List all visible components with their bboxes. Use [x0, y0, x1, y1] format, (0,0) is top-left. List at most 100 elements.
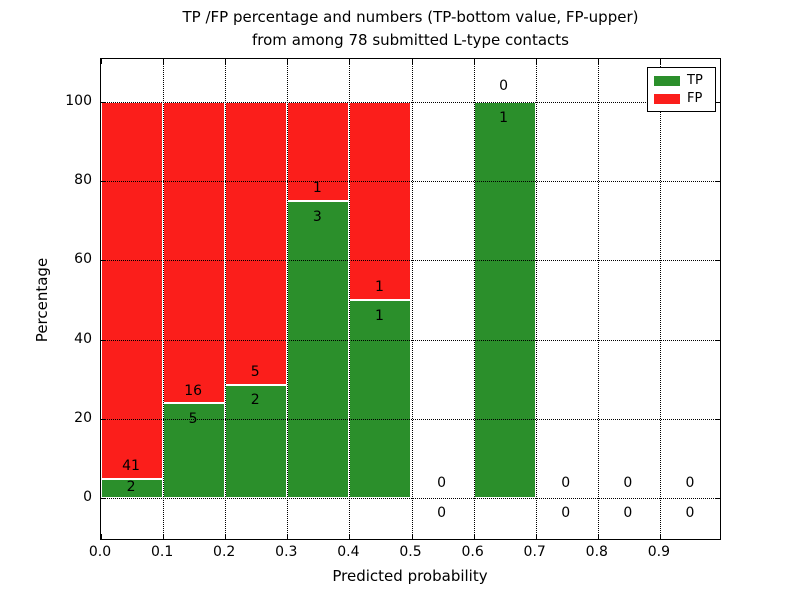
vertical-gridline — [597, 59, 599, 539]
y-tick-mark — [101, 260, 106, 262]
vertical-gridline — [411, 59, 413, 539]
tp-count-label: 3 — [312, 208, 322, 225]
y-tick-mark — [101, 497, 106, 499]
y-tick-label: 100 — [65, 93, 92, 110]
y-tick-mark — [101, 418, 106, 420]
y-tick-mark — [715, 497, 720, 499]
y-tick-label: 80 — [74, 172, 92, 189]
x-tick-mark — [535, 59, 537, 64]
x-tick-mark — [473, 534, 475, 539]
vertical-gridline — [349, 59, 351, 539]
tp-bar-segment — [473, 102, 536, 498]
fp-bar-segment — [349, 102, 412, 300]
fp-legend-swatch — [654, 93, 680, 104]
x-tick-mark — [659, 59, 661, 64]
x-tick-mark — [287, 534, 289, 539]
tp-legend-swatch — [654, 75, 680, 86]
tp-count-label: 2 — [250, 392, 260, 409]
vertical-gridline — [287, 59, 289, 539]
chart-title-line1: TP /FP percentage and numbers (TP-bottom… — [182, 8, 639, 26]
tp-count-label: 0 — [561, 505, 571, 522]
y-tick-label: 20 — [74, 409, 92, 426]
y-tick-label: 0 — [83, 488, 92, 505]
tp-count-label: 0 — [623, 505, 633, 522]
x-axis-label: Predicted probability — [332, 567, 488, 585]
tp-bar-segment — [287, 201, 350, 498]
vertical-gridline — [163, 59, 165, 539]
tp-bar-segment — [101, 479, 164, 498]
horizontal-gridline — [101, 339, 720, 341]
x-tick-label: 0.3 — [275, 544, 298, 560]
horizontal-gridline — [101, 260, 720, 262]
vertical-gridline — [225, 59, 227, 539]
x-tick-mark — [287, 59, 289, 64]
fp-count-label: 16 — [184, 382, 203, 399]
horizontal-gridline — [101, 497, 720, 499]
y-tick-mark — [715, 418, 720, 420]
fp-bar-segment — [101, 102, 164, 480]
x-tick-mark — [101, 59, 102, 64]
fp-count-label: 5 — [250, 363, 260, 380]
x-tick-mark — [597, 59, 599, 64]
y-tick-label: 40 — [74, 330, 92, 347]
x-tick-mark — [659, 534, 661, 539]
y-tick-mark — [101, 339, 106, 341]
x-tick-mark — [225, 59, 227, 64]
legend-row-tp: TP — [648, 74, 715, 87]
x-tick-label: 0.8 — [585, 544, 608, 560]
fp-count-label: 0 — [561, 475, 571, 492]
y-tick-label: 60 — [74, 251, 92, 268]
fp-count-label: 0 — [685, 475, 695, 492]
tp-count-label: 1 — [374, 307, 384, 324]
tp-count-label: 0 — [437, 505, 447, 522]
x-tick-mark — [101, 534, 102, 539]
chart-title-line2: from among 78 submitted L-type contacts — [252, 31, 569, 49]
fp-count-label: 1 — [374, 279, 384, 296]
x-tick-mark — [411, 534, 413, 539]
x-tick-label: 0.5 — [399, 544, 422, 560]
x-tick-label: 0.7 — [523, 544, 546, 560]
x-tick-label: 0.4 — [337, 544, 360, 560]
x-tick-label: 0.2 — [213, 544, 236, 560]
horizontal-gridline — [101, 181, 720, 183]
x-tick-mark — [163, 534, 165, 539]
y-tick-mark — [715, 339, 720, 341]
x-tick-label: 0.9 — [647, 544, 671, 560]
x-tick-mark — [411, 59, 413, 64]
x-tick-label: 0.1 — [150, 544, 174, 560]
tp-count-label: 2 — [126, 479, 136, 496]
fp-count-label: 41 — [122, 458, 140, 475]
vertical-gridline — [659, 59, 661, 539]
chart-title: TP /FP percentage and numbers (TP-bottom… — [100, 6, 721, 52]
horizontal-gridline — [101, 102, 720, 104]
fp-bar-segment — [225, 102, 288, 385]
fp-bar-segment — [163, 102, 226, 404]
legend: TP FP — [647, 67, 716, 112]
tp-legend-label: TP — [687, 73, 703, 88]
x-tick-mark — [349, 534, 351, 539]
fp-count-label: 0 — [499, 78, 509, 95]
y-tick-mark — [101, 181, 106, 183]
x-tick-mark — [163, 59, 165, 64]
x-tick-mark — [597, 534, 599, 539]
fp-count-label: 1 — [312, 180, 322, 197]
tp-bar-segment — [225, 384, 288, 498]
tp-count-label: 0 — [685, 505, 695, 522]
plot-area — [100, 58, 721, 540]
fp-count-label: 0 — [623, 475, 633, 492]
x-tick-mark — [225, 534, 227, 539]
fp-count-label: 0 — [437, 475, 447, 492]
legend-row-fp: FP — [648, 92, 715, 105]
horizontal-gridline — [101, 418, 720, 420]
y-tick-mark — [715, 260, 720, 262]
tp-count-label: 1 — [499, 110, 509, 127]
x-tick-label: 0.6 — [461, 544, 484, 560]
vertical-gridline — [473, 59, 475, 539]
tp-count-label: 5 — [188, 411, 198, 428]
x-tick-label: 0.0 — [88, 544, 112, 560]
y-tick-mark — [715, 181, 720, 183]
x-tick-mark — [473, 59, 475, 64]
y-tick-mark — [101, 102, 106, 104]
x-tick-mark — [535, 534, 537, 539]
